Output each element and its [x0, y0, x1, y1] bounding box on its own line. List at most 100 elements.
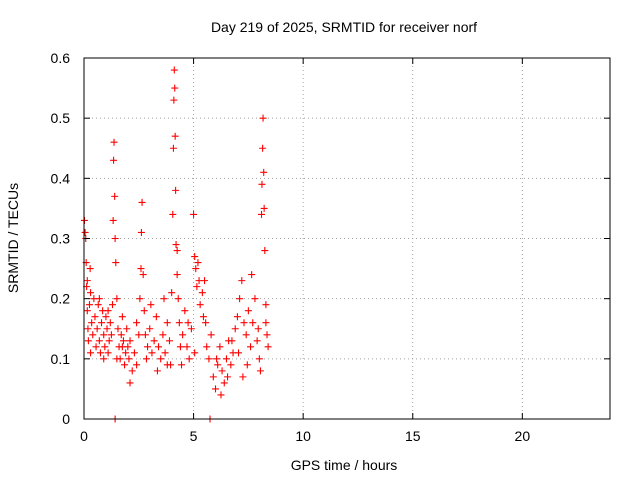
data-point — [173, 247, 181, 255]
data-point — [161, 349, 169, 357]
data-point — [118, 313, 126, 321]
data-point — [121, 361, 129, 369]
data-point — [93, 325, 101, 333]
data-point — [174, 295, 182, 303]
data-point — [249, 319, 257, 327]
data-point — [133, 319, 141, 327]
data-point — [172, 186, 180, 194]
data-point — [163, 319, 171, 327]
data-point — [108, 301, 116, 309]
data-point — [89, 331, 97, 339]
data-point — [138, 198, 146, 206]
x-axis-label: GPS time / hours — [291, 457, 398, 473]
data-point — [191, 349, 199, 357]
x-tick-label: 0 — [80, 428, 88, 444]
data-point — [106, 319, 114, 327]
data-point — [165, 337, 173, 345]
data-point — [216, 343, 224, 351]
data-point — [110, 156, 118, 164]
chart-title: Day 219 of 2025, SRMTID for receiver nor… — [211, 19, 477, 35]
data-point — [139, 271, 147, 279]
data-point — [88, 319, 96, 327]
data-point — [262, 301, 270, 309]
data-point — [123, 325, 131, 333]
data-point — [199, 313, 207, 321]
data-point — [157, 355, 165, 363]
data-point — [218, 367, 226, 375]
data-point — [220, 379, 228, 387]
data-point — [168, 289, 176, 297]
data-point — [231, 325, 239, 333]
data-point — [141, 331, 149, 339]
data-point — [190, 210, 198, 218]
data-point — [84, 337, 92, 345]
data-point — [198, 289, 206, 297]
data-point — [213, 355, 221, 363]
data-point — [111, 235, 119, 242]
data-point — [205, 355, 213, 363]
data-point — [112, 259, 120, 267]
data-point — [172, 241, 180, 249]
data-point — [202, 319, 210, 327]
y-tick-label: 0.1 — [51, 351, 71, 367]
y-tick-label: 0.6 — [51, 50, 71, 66]
data-point — [155, 343, 163, 351]
data-point — [184, 319, 192, 327]
data-point — [113, 355, 121, 363]
y-axis-ticks: 0 0.1 0.2 0.3 0.4 0.5 0.6 — [51, 50, 610, 427]
data-point — [214, 361, 222, 369]
data-point — [111, 192, 119, 200]
data-point — [217, 391, 225, 399]
data-point — [253, 337, 261, 345]
data-point — [117, 331, 125, 339]
data-point — [183, 343, 191, 351]
data-point — [254, 325, 262, 333]
data-point — [260, 168, 268, 176]
data-point — [87, 289, 95, 297]
data-point — [153, 367, 161, 375]
x-tick-label: 10 — [295, 428, 311, 444]
data-point — [170, 66, 178, 74]
x-tick-label: 20 — [515, 428, 531, 444]
data-point — [104, 307, 112, 315]
data-point — [160, 295, 168, 303]
data-point — [201, 277, 209, 285]
data-point — [171, 84, 179, 92]
data-point — [85, 301, 93, 309]
data-point — [242, 331, 250, 339]
y-tick-label: 0.3 — [51, 231, 71, 247]
data-point — [239, 373, 247, 381]
data-point — [148, 349, 156, 357]
data-point — [92, 343, 100, 351]
data-point — [259, 114, 267, 122]
data-point — [87, 349, 95, 357]
data-point — [235, 349, 243, 357]
data-point — [194, 259, 202, 267]
data-point — [170, 96, 178, 104]
data-point — [207, 331, 215, 339]
y-tick-label: 0.5 — [51, 110, 71, 126]
data-point — [212, 385, 219, 393]
data-point — [95, 337, 103, 345]
data-point — [83, 277, 91, 285]
data-point — [171, 132, 179, 140]
data-point — [126, 337, 134, 345]
data-point — [107, 331, 115, 339]
y-tick-label: 0.4 — [51, 170, 71, 186]
data-point — [104, 349, 112, 357]
data-point — [100, 355, 108, 363]
data-point — [175, 319, 183, 327]
data-point — [135, 331, 143, 339]
data-point — [91, 313, 99, 321]
data-point — [240, 319, 248, 327]
data-point — [248, 271, 256, 279]
data-point — [95, 295, 103, 303]
data-point — [251, 295, 259, 303]
data-point — [98, 319, 106, 327]
data-point — [264, 343, 272, 351]
data-point — [173, 271, 181, 279]
data-point — [159, 331, 167, 339]
data-point — [140, 307, 148, 315]
data-point — [114, 325, 122, 333]
data-point — [191, 253, 199, 261]
